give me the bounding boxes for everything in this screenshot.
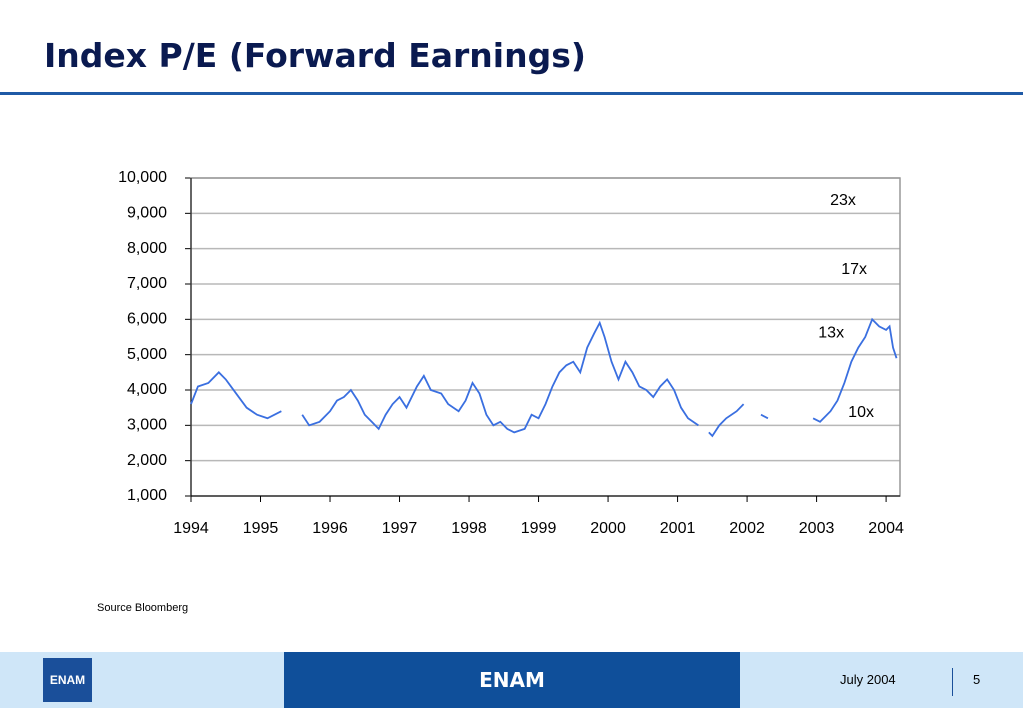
pe-annotation: 10x: [848, 404, 874, 421]
y-tick-label: 1,000: [127, 487, 167, 504]
x-tick-label: 1999: [521, 520, 557, 537]
index-line: [708, 403, 745, 438]
y-tick-label: 3,000: [127, 417, 167, 434]
pe-annotation: 13x: [818, 324, 844, 341]
y-tick-label: 7,000: [127, 275, 167, 292]
chart: 1,000 2,000 3,000 4,000 5,000 6,000 7,000 8,000…: [118, 169, 904, 537]
source-note: Source Bloomberg: [97, 602, 189, 614]
index-line: [812, 317, 898, 423]
x-tick-label: 2000: [590, 520, 626, 537]
logo: ENAM: [43, 658, 92, 702]
x-tick-label: 1996: [312, 520, 348, 537]
footer: ENAM ENAM July 2004 5: [0, 652, 1023, 708]
x-tick-label: 1998: [451, 520, 487, 537]
brand-band: ENAM: [284, 652, 740, 708]
plot-frame: [190, 177, 901, 497]
y-tick-label: 5,000: [127, 346, 167, 363]
y-tick-label: 4,000: [127, 381, 167, 398]
x-tick-label: 1994: [173, 520, 209, 537]
y-tick-label: 10,000: [118, 169, 167, 186]
title-rule: [0, 92, 1023, 95]
slide-title: Index P/E (Forward Earnings): [44, 36, 586, 75]
footer-divider: [952, 668, 953, 696]
x-tick-label: 2004: [868, 520, 904, 537]
index-line: [760, 413, 769, 420]
y-tick-label: 6,000: [127, 311, 167, 328]
pe-annotation: 23x: [830, 192, 856, 209]
x-tick-label: 2001: [660, 520, 696, 537]
pe-annotation: 17x: [841, 261, 867, 278]
y-tick-label: 9,000: [127, 205, 167, 222]
footer-date: July 2004: [840, 672, 896, 687]
y-tick-label: 8,000: [127, 240, 167, 257]
index-line: [301, 320, 699, 434]
x-tick-label: 2003: [799, 520, 835, 537]
x-tick-label: 1997: [382, 520, 418, 537]
y-tick-label: 2,000: [127, 452, 167, 469]
page-number: 5: [973, 672, 981, 687]
index-line: [190, 371, 282, 420]
x-tick-label: 2002: [729, 520, 765, 537]
x-tick-label: 1995: [243, 520, 279, 537]
